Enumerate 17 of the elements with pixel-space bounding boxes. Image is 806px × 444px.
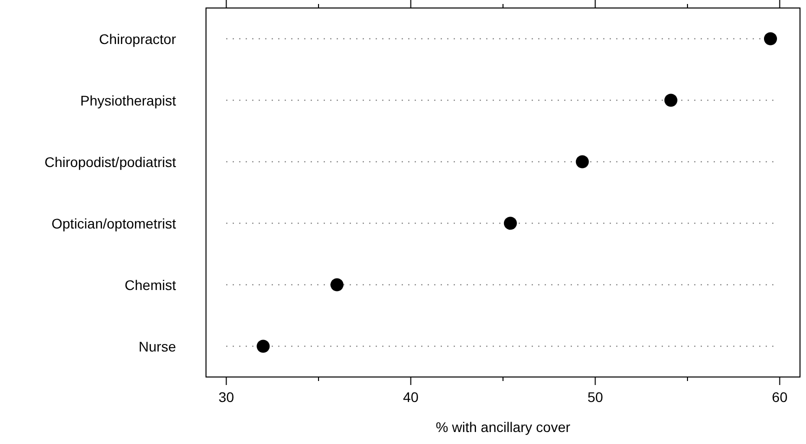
point (504, 216, 517, 230)
x-tick-label: 50 (587, 389, 604, 405)
point (664, 94, 678, 107)
point (330, 278, 344, 292)
point (576, 155, 589, 168)
point (256, 340, 270, 353)
y-tick-label: Chiropodist/podiatrist (44, 154, 176, 170)
x-tick-label: 30 (218, 389, 234, 405)
y-tick-label: Nurse (138, 338, 176, 354)
x-axis-title: % with ancillary cover (436, 419, 571, 435)
x-tick-label: 60 (772, 389, 788, 405)
y-tick-label: Chiropractor (98, 30, 176, 47)
y-tick-label: Chemist (124, 276, 176, 293)
point (764, 32, 777, 46)
y-tick-label: Physiotherapist (80, 92, 176, 108)
x-tick-label: 40 (402, 389, 419, 405)
y-tick-label: Optician/optometrist (52, 215, 176, 232)
